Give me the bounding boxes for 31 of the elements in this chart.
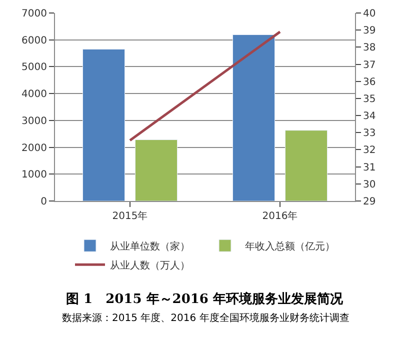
legend-label: 年收入总额（亿元）	[245, 240, 335, 252]
y2-tick-label: 36	[363, 76, 376, 88]
y-tick-label: 0	[40, 196, 47, 208]
x-tick-label: 2015年	[112, 210, 148, 222]
y-tick-label: 3000	[22, 116, 47, 127]
bar	[82, 49, 125, 201]
legend-label: 从业单位数（家）	[110, 240, 190, 252]
bar	[232, 34, 275, 201]
bar	[135, 140, 178, 201]
x-tick-label: 2016年	[262, 210, 298, 222]
y2-tick-label: 34	[363, 111, 376, 122]
text: 图 1 2015 年～2016 年环境服务业发展简况	[66, 291, 344, 307]
bar	[285, 130, 328, 201]
y-tick-label: 6000	[22, 35, 47, 46]
y2-tick-label: 38	[363, 42, 376, 54]
y2-tick-label: 33	[363, 128, 376, 140]
y-tick-label: 5000	[22, 62, 47, 74]
source-note: 数据来源：2015 年度、2016 年度全国环境服务业财务统计调查	[62, 312, 350, 324]
y-tick-label: 1000	[22, 170, 47, 181]
y2-tick-label: 37	[363, 60, 376, 71]
y2-tick-label: 35	[363, 94, 376, 105]
y2-tick-label: 29	[363, 196, 376, 208]
y-tick-label: 2000	[22, 142, 47, 154]
y-tick-label: 7000	[22, 8, 47, 20]
y2-tick-label: 30	[363, 179, 376, 190]
y2-tick-label: 31	[363, 162, 376, 174]
y2-tick-label: 40	[363, 8, 376, 20]
y2-tick-label: 39	[363, 26, 376, 37]
legend-label: 从业人数（万人）	[110, 259, 190, 272]
y2-tick-label: 32	[363, 145, 376, 156]
y-tick-label: 4000	[22, 89, 47, 100]
